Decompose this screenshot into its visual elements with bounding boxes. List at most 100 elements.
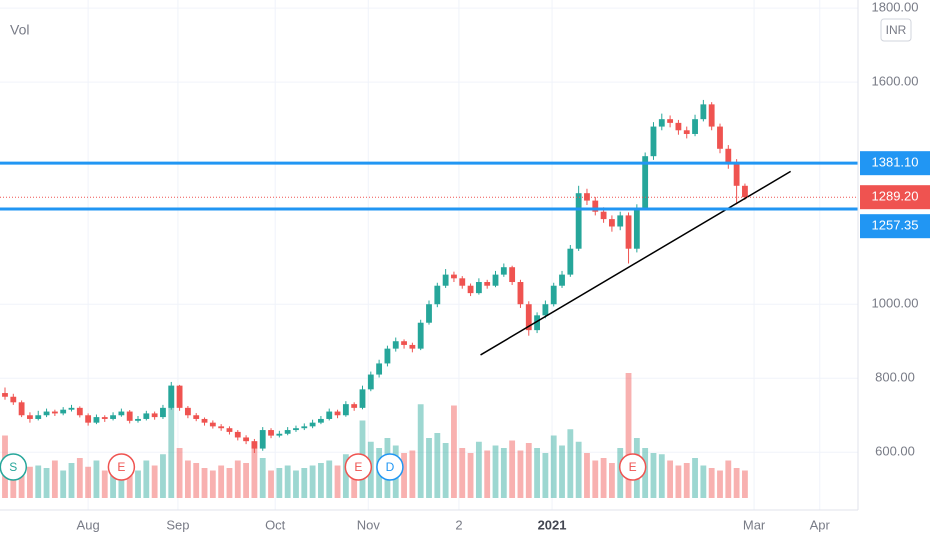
candle-body	[650, 126, 657, 157]
candle-body	[110, 415, 116, 419]
candle-body	[93, 417, 100, 423]
event-marker[interactable]	[107, 453, 136, 481]
volume-bar	[417, 404, 424, 498]
event-label: E	[117, 460, 125, 474]
candle-body	[367, 374, 374, 390]
candle-body	[451, 274, 457, 279]
volume-bar	[51, 460, 58, 498]
volume-bar	[43, 468, 50, 498]
candle-body	[642, 156, 649, 208]
candle-body	[193, 415, 200, 419]
volume-bar	[484, 450, 491, 498]
volume-bar	[318, 463, 324, 498]
volume-bar	[584, 453, 590, 498]
candle-body	[209, 422, 216, 427]
candle-body	[168, 385, 175, 408]
candle-body	[76, 407, 83, 416]
volume-bar	[517, 450, 524, 498]
volume-bar	[334, 465, 341, 498]
volume-bar	[259, 458, 266, 498]
candle-body	[700, 104, 707, 120]
event-label: E	[629, 460, 637, 474]
candle-body	[600, 211, 607, 220]
volume-bar	[301, 468, 308, 498]
x-tick-label: Aug	[77, 517, 100, 532]
event-marker[interactable]	[618, 453, 647, 481]
volume-bar	[733, 468, 740, 498]
volume-bar	[575, 441, 582, 498]
candle-body	[326, 411, 333, 419]
volume-bar	[434, 433, 441, 498]
candle-body	[409, 344, 416, 349]
volume-bar	[309, 465, 316, 498]
volume-bar	[625, 373, 632, 498]
volume-bar	[534, 448, 540, 498]
event-label: D	[386, 460, 395, 474]
volume-bar	[509, 440, 516, 498]
candle-body	[143, 413, 150, 419]
event-marker[interactable]	[376, 453, 404, 481]
candle-body	[717, 126, 723, 149]
candle-body	[334, 411, 341, 416]
candle-body	[135, 418, 141, 421]
y-tick-label: 800.00	[875, 370, 915, 385]
volume-bar	[700, 465, 707, 498]
x-tick-label: Nov	[357, 517, 381, 532]
volume-bar	[326, 460, 333, 498]
volume-bar	[35, 465, 42, 498]
volume-bar	[708, 468, 715, 498]
volume-bar	[85, 466, 92, 498]
candle-body	[575, 193, 582, 249]
candle-body	[284, 430, 291, 434]
candle-body	[259, 430, 266, 449]
volume-bar	[68, 463, 75, 498]
candle-body	[584, 193, 590, 201]
candle-body	[35, 415, 42, 419]
candle-body	[492, 274, 499, 286]
candle-body	[251, 441, 258, 449]
currency-box[interactable]	[880, 18, 912, 42]
candle-body	[10, 396, 17, 403]
candle-body	[301, 426, 308, 429]
x-tick-label: Mar	[743, 517, 766, 532]
candle-body	[293, 428, 299, 431]
candle-body	[376, 363, 383, 375]
volume-bar	[492, 445, 499, 498]
candle-body	[318, 418, 324, 423]
level-box	[860, 151, 930, 176]
event-marker[interactable]	[344, 453, 373, 481]
candle-body	[692, 119, 698, 134]
volume-bar	[692, 458, 698, 498]
candle-body	[708, 104, 715, 127]
candle-body	[226, 428, 233, 432]
candle-body	[268, 430, 274, 436]
event-marker[interactable]	[0, 453, 28, 481]
level-label: 1257.35	[872, 218, 919, 233]
x-tick-label: Apr	[810, 517, 831, 532]
volume-bar	[135, 470, 141, 498]
currency-label[interactable]: INR	[886, 23, 907, 37]
volume-bar	[151, 465, 158, 498]
candle-body	[592, 200, 599, 212]
candle-body	[608, 219, 615, 227]
volume-bar	[201, 468, 208, 498]
candle-body	[617, 215, 624, 227]
candle-body	[309, 422, 316, 427]
volume-bar	[143, 460, 150, 498]
candle-body	[151, 413, 158, 418]
trend-line	[480, 170, 792, 356]
candle-body	[475, 282, 482, 294]
volume-bar	[18, 463, 25, 498]
y-tick-label: 1800.00	[872, 0, 919, 15]
x-tick-label: 2021	[538, 517, 567, 532]
candle-body	[559, 274, 565, 286]
candle-body	[276, 433, 283, 436]
volume-bar	[608, 463, 615, 498]
volume-bar	[76, 458, 83, 498]
candle-body	[567, 248, 574, 275]
volume-bar	[642, 448, 649, 498]
volume-label: Vol	[10, 22, 29, 38]
candle-body	[625, 215, 632, 249]
candle-body	[101, 417, 108, 419]
candle-body	[467, 285, 474, 294]
